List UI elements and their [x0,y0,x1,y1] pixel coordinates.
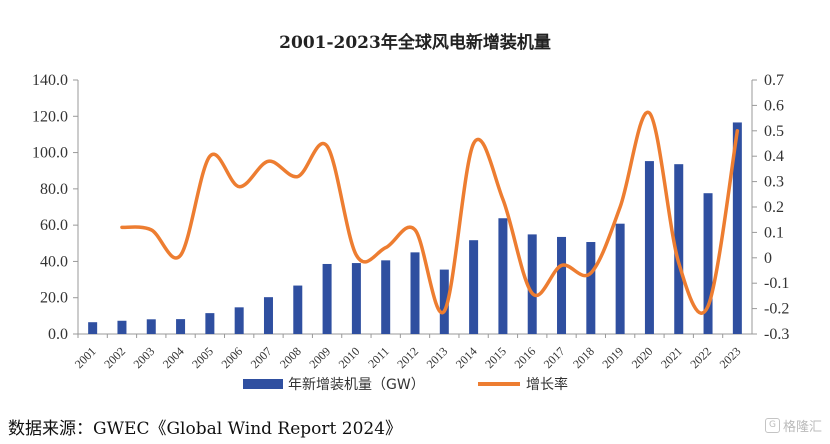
x-tick-label-2023: 2023 [717,344,744,371]
y-right-tick-label: 0.4 [764,148,784,165]
watermark-text: 格隆汇 [782,420,822,435]
x-tick-label-2009: 2009 [306,344,333,371]
bar-2020 [644,161,654,334]
x-tick-label-2004: 2004 [160,344,187,371]
x-tick-label-2003: 2003 [131,344,158,371]
bar-2011 [381,260,391,334]
wind-capacity-chart: 2001-2023年全球风电新增装机量 0.0 20.0 40.0 60.0 80.0 1… [32,32,789,393]
legend-swatch-bar [243,379,283,389]
x-tick-label-2012: 2012 [394,344,421,371]
x-tick-label-2022: 2022 [687,344,714,371]
bar-2022 [703,193,713,334]
bar-2018 [586,242,596,334]
y-left-tick-label: 120.0 [32,108,68,125]
y-left-tick-label: 40.0 [40,253,68,270]
bar-2015 [498,218,508,334]
bar-2002 [117,320,127,334]
x-tick-label-2021: 2021 [658,344,685,371]
legend-label-line: 增长率 [526,376,568,393]
growth-rate-line [120,110,740,315]
y-right-tick-label: -0.3 [764,326,789,343]
x-tick-label-2020: 2020 [629,344,656,371]
x-tick-label-2007: 2007 [248,344,275,371]
y-right-tick-label: -0.2 [764,301,789,318]
bar-2007 [263,297,273,334]
y-right-tick-label: 0.3 [764,174,784,191]
x-tick-label-2015: 2015 [482,344,509,371]
x-tick-label-2018: 2018 [570,344,597,371]
bar-2008 [293,285,303,334]
y-left-tick-label: 60.0 [40,217,68,234]
legend: 年新增装机量（GW） 增长率 [243,376,568,393]
legend-label-bar: 年新增装机量（GW） [288,377,425,393]
x-tick-label-2002: 2002 [101,344,128,371]
x-tick-label-2014: 2014 [453,344,480,371]
y-left-tick-label: 80.0 [40,181,68,198]
y-right-tick-label: 0.2 [764,199,784,216]
y-left-tick-label: 0.0 [48,326,68,343]
y-right-tick-label: -0.1 [764,275,789,292]
bar-2004 [176,319,186,334]
x-tick-label-2016: 2016 [511,344,538,371]
x-tick-label-2019: 2019 [599,344,626,371]
x-tick-label-2006: 2006 [218,344,245,371]
bar-2006 [234,307,244,334]
x-tick-label-2001: 2001 [72,344,99,371]
x-tick-label-2017: 2017 [541,344,568,371]
watermark: G 格隆汇 [764,416,822,435]
x-tick-label-2011: 2011 [365,344,392,371]
y-right-tick-label: 0.6 [764,97,784,114]
bar-2005 [205,313,215,334]
x-tick-label-2013: 2013 [424,344,451,371]
bar-2014 [469,240,479,334]
source-note: 数据来源：GWEC《Global Wind Report 2024》 [8,419,403,439]
bar-2009 [322,263,332,334]
y-right-tick-label: 0.1 [764,224,784,241]
bar-2012 [410,252,420,334]
x-tick-label-2008: 2008 [277,344,304,371]
bar-2013 [439,269,449,334]
y-left-tick-label: 20.0 [40,290,68,307]
plot-area: 0.0 20.0 40.0 60.0 80.0 100.0 120.0 140.0 -0.3 -0… [32,72,789,371]
bar-2021 [674,164,684,334]
g-logo-icon: G [764,418,780,433]
bar-2010 [351,263,361,334]
y-right-tick-label: 0.5 [764,123,784,140]
y-right-tick-label: 0.7 [764,72,784,89]
bar-2016 [527,234,537,334]
bar-2001 [88,322,98,334]
bar-2023 [732,122,742,334]
x-tick-label-2010: 2010 [336,344,363,371]
y-right-tick-label: 0 [764,250,772,267]
y-left-tick-label: 140.0 [32,72,68,89]
x-tick-label-2005: 2005 [189,344,216,371]
chart-title: 2001-2023年全球风电新增装机量 [279,32,551,53]
bar-2017 [557,236,567,334]
bar-2003 [146,319,156,334]
y-left-tick-label: 100.0 [32,145,68,162]
bar-2019 [615,223,625,334]
